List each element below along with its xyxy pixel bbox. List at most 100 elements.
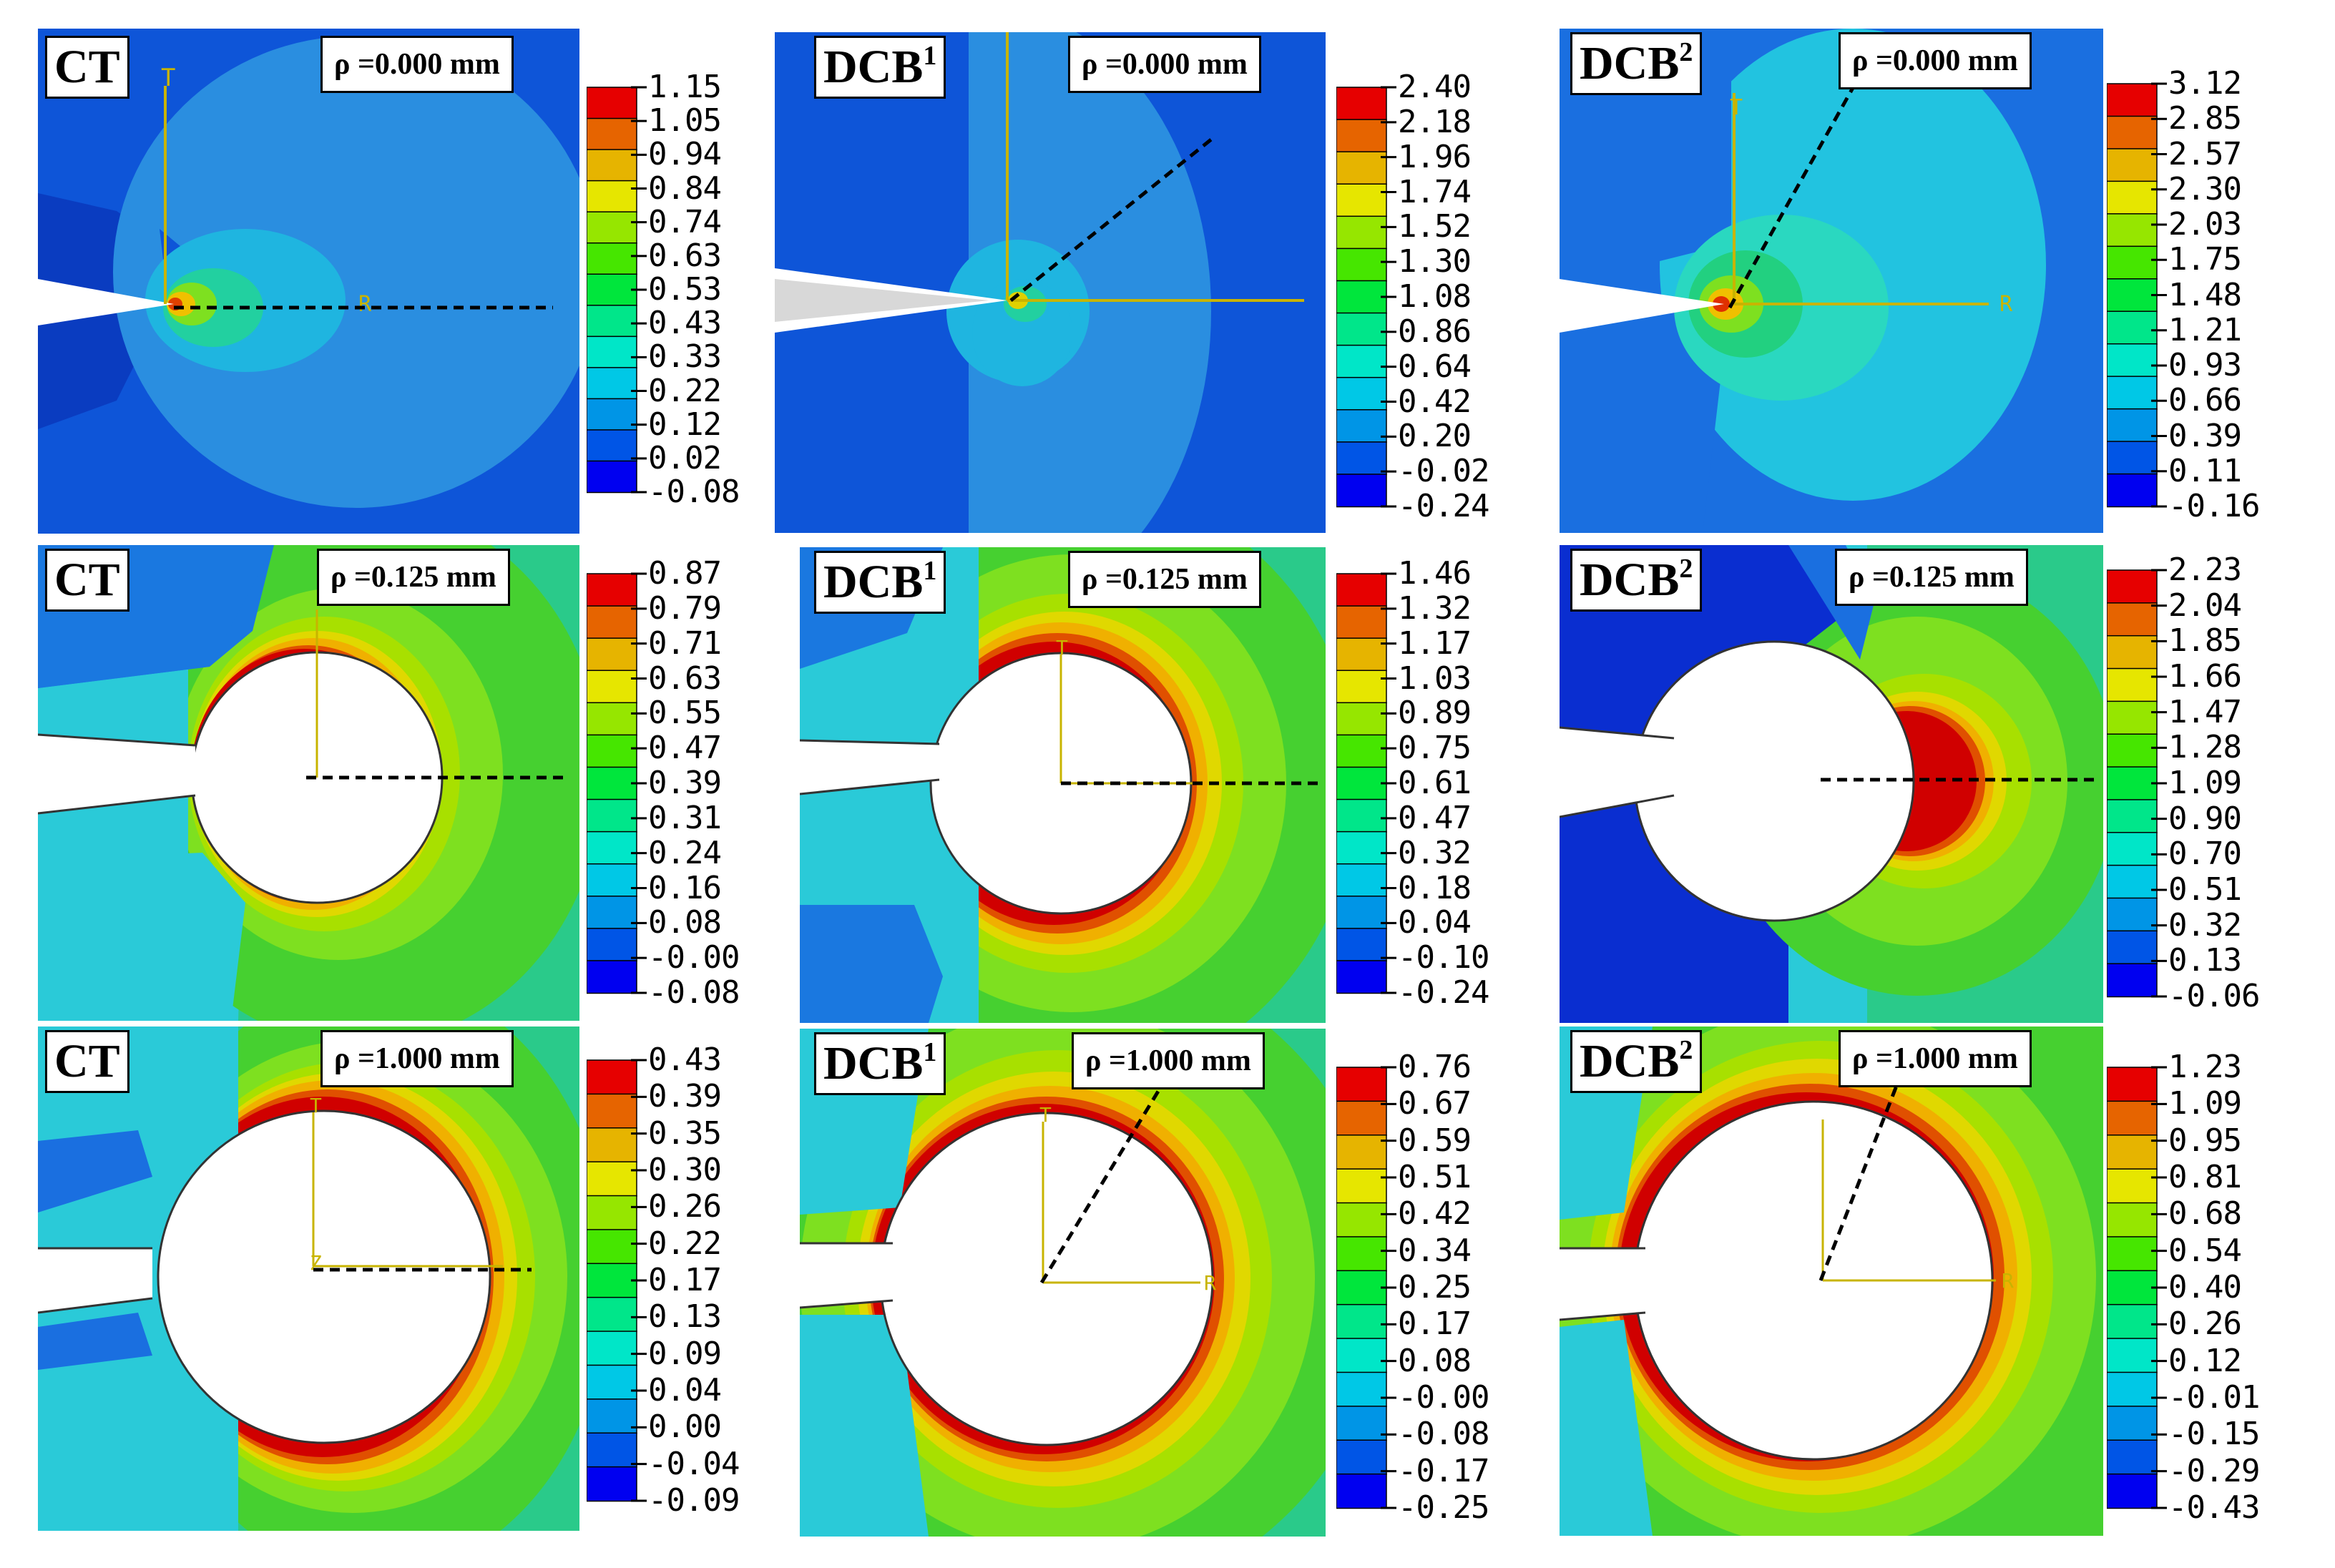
contour-panel-ct-rho0: T R CT ρ =0.000 mm [38,29,579,534]
colorbar-tick-label: 3.12 [2168,65,2242,102]
colorbar-tick-label: 1.05 [648,102,722,139]
colorbar-tick-label: 0.17 [1398,1305,1472,1343]
colorbar-tick-label: -0.06 [2168,978,2260,1014]
colorbar-tick-label: 0.64 [1398,348,1472,385]
contour-plot: T Z [38,1026,579,1531]
notch-radius-label: ρ =0.125 mm [317,549,510,606]
colorbar-tick-label: 0.90 [2168,800,2242,837]
colorbar-tick-label: 0.33 [648,338,722,376]
colorbar-tick-label: 0.95 [2168,1122,2242,1159]
colorbar-swatch [587,305,637,338]
colorbar-tick-label: 0.25 [1398,1269,1472,1305]
colorbar-swatches [587,572,647,994]
colorbar-tick-label: 0.08 [1398,1342,1472,1379]
colorbar-swatch [587,1331,637,1366]
notch-radius-label: ρ =1.000 mm [1839,1030,2032,1087]
colorbar-tick-label: 0.93 [2168,347,2242,383]
colorbar-tick-label: 0.43 [648,305,722,342]
colorbar-swatch [1336,605,1387,640]
colorbar-swatch [1336,766,1387,800]
colorbar-swatch [1336,280,1387,314]
svg-text:T: T [310,1094,322,1117]
colorbar-tick-label: -0.00 [1398,1379,1489,1416]
colorbar-ct-rho0125: 0.87 0.79 0.71 0.63 0.55 0.47 0.39 0.31 0.24 0.16… [587,558,765,1009]
notch-radius-label: ρ =0.000 mm [320,36,514,93]
colorbar-tick-label: 1.15 [648,69,722,105]
colorbar-swatch [1336,1135,1387,1170]
colorbar-tick-label: 1.85 [2168,622,2242,660]
colorbar-tick-label: 0.09 [648,1335,722,1372]
colorbar-dcb1-rho0125: 1.46 1.32 1.17 1.03 0.89 0.75 0.61 0.47 0.32 0.18… [1336,558,1515,1009]
colorbar-tick-label: 2.57 [2168,135,2242,172]
colorbar-swatch [587,637,637,672]
colorbar-tick-label: 0.63 [648,660,722,697]
specimen-label: DCB1 [814,1032,946,1095]
colorbar-tick-label: -0.01 [2168,1379,2260,1416]
colorbar-tick-label: 0.35 [648,1114,722,1152]
colorbar-tick-label: 0.18 [1398,869,1472,906]
colorbar-swatch [1336,573,1387,607]
colorbar-tick-label: 0.43 [648,1042,722,1078]
colorbar-swatches [1336,1066,1396,1509]
colorbar-swatch [587,273,637,307]
colorbar-swatch [1336,863,1387,898]
colorbar-swatch [2107,667,2158,702]
colorbar-swatch [587,1296,637,1333]
specimen-label: DCB2 [1570,32,1703,95]
specimen-label: CT [45,549,129,612]
colorbar-swatch [1336,1473,1387,1509]
colorbar-swatch [1336,119,1387,153]
colorbar-tick-label: -0.29 [2168,1452,2260,1489]
colorbar-dcb1-rho1: 0.76 0.67 0.59 0.51 0.42 0.34 0.25 0.17 0.08 -0.0… [1336,1052,1515,1524]
colorbar-swatch [1336,87,1387,121]
colorbar-swatch [1336,928,1387,962]
colorbar-tick-label: 0.70 [2168,836,2242,873]
svg-text:R: R [1999,292,2013,317]
colorbar-swatch [1336,637,1387,672]
colorbar-tick-label: -0.09 [648,1482,740,1519]
colorbar-ct-rho1: 0.43 0.39 0.35 0.30 0.26 0.22 0.17 0.13 0.09 0.04… [587,1044,765,1516]
notch-radius-label: ρ =1.000 mm [1072,1032,1265,1089]
colorbar-swatch [2107,1406,2158,1441]
colorbar-tick-label: 0.39 [648,1078,722,1115]
colorbar-swatch [587,367,637,400]
colorbar-swatch [587,766,637,800]
colorbar-swatch [2107,897,2158,932]
colorbar-tick-label: 0.12 [648,406,722,443]
contour-plot: T R [1560,29,2103,533]
colorbar-tick-label: 2.23 [2168,552,2242,588]
svg-text:T: T [1056,636,1068,660]
colorbar-tick-label: 0.89 [1398,695,1472,732]
contour-panel-dcb1-rho0125: T DCB1 ρ =0.125 mm [800,547,1326,1023]
colorbar-tick-label: 0.16 [648,869,722,906]
colorbar-tick-label: 0.47 [648,730,722,767]
colorbar-swatch [2107,1135,2158,1170]
colorbar-swatch [1336,344,1387,378]
colorbar-tick-label: 0.13 [648,1298,722,1336]
colorbar-swatch [1336,798,1387,833]
colorbar-swatch [2107,278,2158,313]
colorbar-tick-label: -0.00 [648,939,740,976]
colorbar-swatch [587,398,637,431]
colorbar-swatch [2107,115,2158,150]
colorbar-swatch [1336,409,1387,444]
colorbar-swatch [2107,733,2158,768]
colorbar-tick-label: 2.04 [2168,587,2242,624]
colorbar-tick-label: 0.66 [2168,382,2242,419]
colorbar-tick-label: -0.16 [2168,488,2260,524]
colorbar-swatch [2107,864,2158,899]
contour-panel-dcb2-rho1: R DCB2 ρ =1.000 mm [1560,1026,2103,1536]
colorbar-tick-label: 1.75 [2168,241,2242,278]
colorbar-tick-label: 0.04 [648,1372,722,1408]
colorbar-swatch [587,605,637,640]
colorbar-tick-label: 1.48 [2168,276,2242,313]
colorbar-swatch [587,798,637,833]
specimen-label: DCB1 [814,551,946,614]
colorbar-tick-label: 0.13 [2168,942,2242,979]
colorbar-tick-label: 0.84 [648,170,722,207]
contour-panel-dcb1-rho1: T R DCB1 ρ =1.000 mm [800,1029,1326,1537]
colorbar-dcb2-rho1: 1.23 1.09 0.95 0.81 0.68 0.54 0.40 0.26 0.12 -0.0… [2107,1052,2307,1524]
colorbar-swatch [1336,183,1387,217]
specimen-label: DCB1 [814,36,946,99]
colorbar-tick-label: 0.00 [648,1408,722,1446]
